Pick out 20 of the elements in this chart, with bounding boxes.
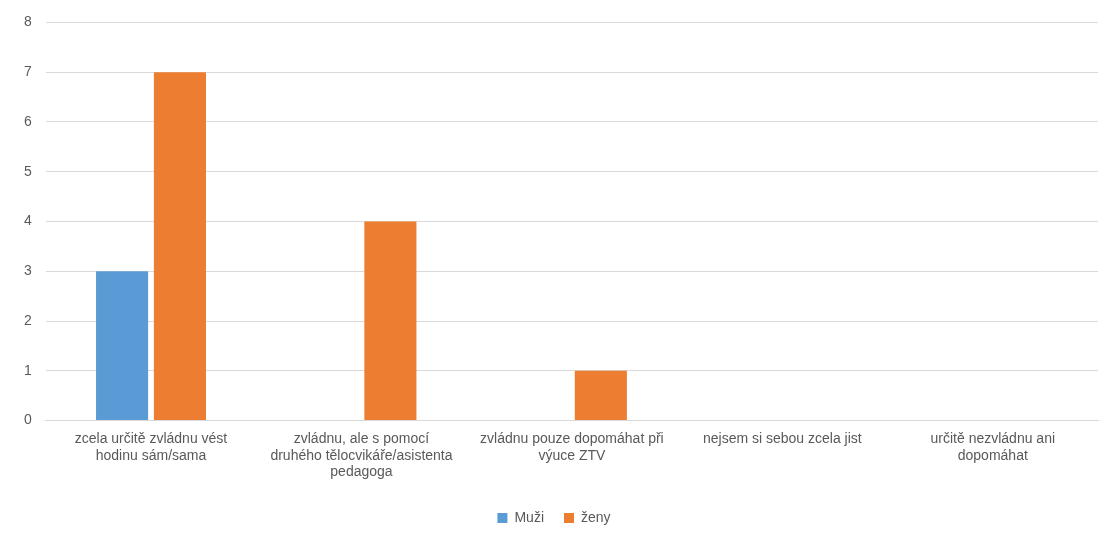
- y-tick-label: 7: [23, 63, 32, 80]
- bar: [96, 271, 149, 421]
- y-tick-label: 4: [23, 212, 32, 229]
- x-tick-label: určitě nezvládnu ani dopomáhat: [930, 429, 1056, 463]
- bar: [574, 370, 627, 421]
- y-tick-label: 6: [23, 112, 32, 129]
- x-tick-label: nejsem si sebou zcela jist: [702, 429, 862, 446]
- y-tick-label: 1: [23, 361, 32, 378]
- y-tick-label: 2: [23, 311, 32, 328]
- x-tick-label: zcela určitě zvládnu vést hodinu sám/sama: [74, 429, 228, 463]
- x-tick-label: zvládnu pouze dopomáhat při výuce ZTV: [480, 429, 664, 463]
- x-tick-label: zvládnu, ale s pomocí druhého tělocvikáře/asistenta pedagoga: [270, 429, 453, 480]
- legend-label: Muži: [514, 508, 544, 525]
- legend-label: ženy: [580, 508, 611, 525]
- y-tick-label: 8: [23, 13, 32, 30]
- y-tick-label: 5: [23, 162, 32, 179]
- y-tick-label: 0: [23, 411, 32, 428]
- y-tick-label: 3: [23, 262, 32, 279]
- bar: [153, 72, 206, 421]
- bar: [364, 221, 417, 421]
